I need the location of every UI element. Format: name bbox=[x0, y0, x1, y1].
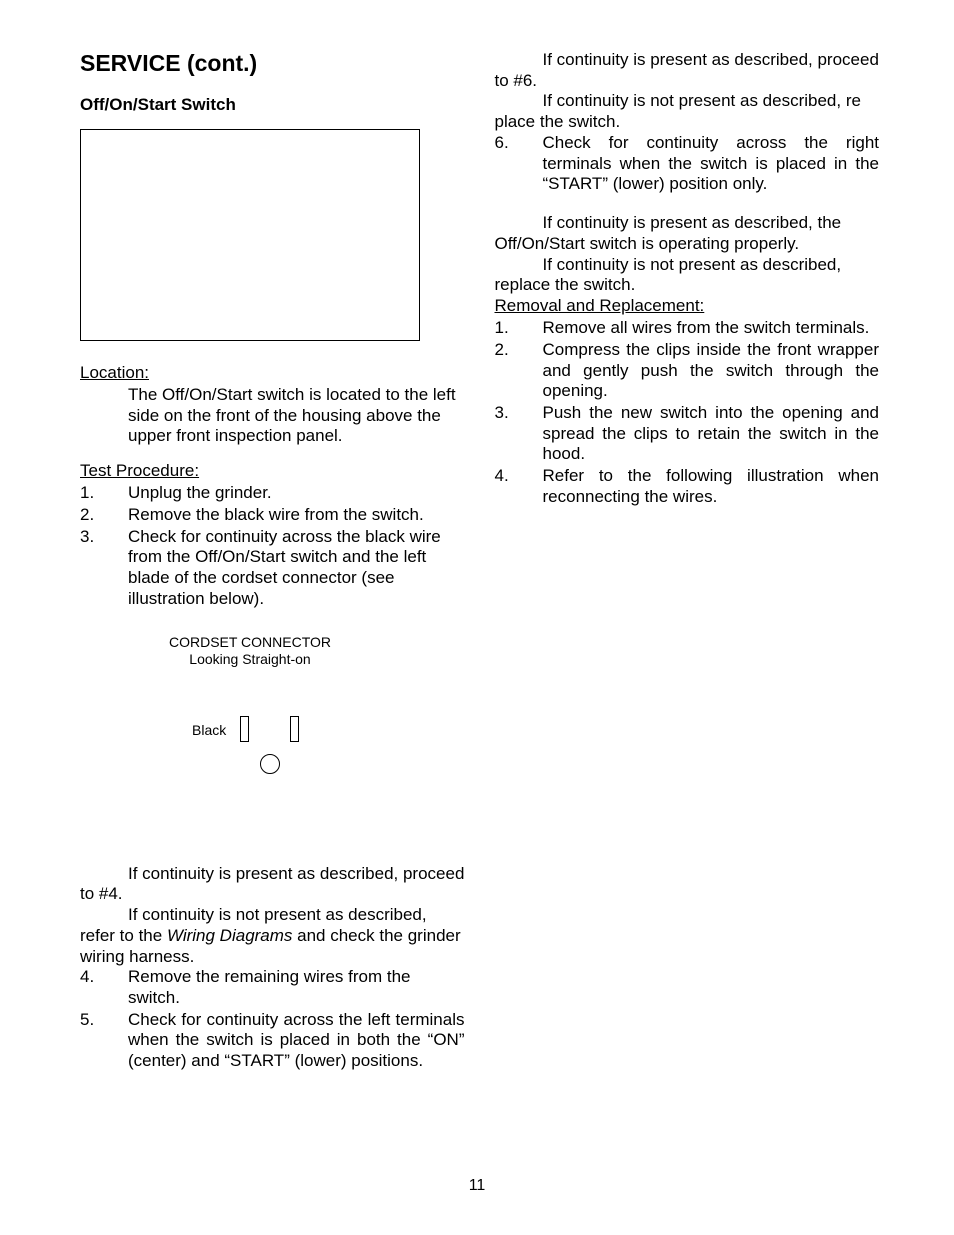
list-item: 5. Check for continuity across the left … bbox=[80, 1010, 465, 1072]
list-number: 5. bbox=[80, 1010, 128, 1072]
test-procedure-list-2: 4. Remove the remaining wires from the s… bbox=[80, 967, 465, 1072]
list-number: 3. bbox=[80, 527, 128, 610]
removal-heading: Removal and Replacement: bbox=[495, 296, 880, 316]
ground-pin-icon bbox=[260, 754, 280, 774]
connector-caption-line2: Looking Straight-on bbox=[189, 651, 310, 667]
list-text: Unplug the grinder. bbox=[128, 483, 465, 504]
list-text: Remove all wires from the switch termina… bbox=[543, 318, 880, 339]
continuity-not-present-6: If continuity is not present as describe… bbox=[495, 91, 880, 132]
continuity-not-present-4: If continuity is not present as describe… bbox=[80, 905, 465, 967]
list-number: 3. bbox=[495, 403, 543, 465]
list-text: Remove the remaining wires from the swit… bbox=[128, 967, 465, 1008]
subsection-title: Off/On/Start Switch bbox=[80, 95, 465, 115]
connector-caption: CORDSET CONNECTOR Looking Straight-on bbox=[110, 634, 390, 669]
list-item: 2. Remove the black wire from the switch… bbox=[80, 505, 465, 526]
continuity-present-4: If continuity is present as described, p… bbox=[80, 864, 465, 905]
list-item: 4. Refer to the following illustration w… bbox=[495, 466, 880, 507]
list-item: 3. Push the new switch into the opening … bbox=[495, 403, 880, 465]
page-number: 11 bbox=[0, 1177, 954, 1195]
list-text: Check for continuity across the right te… bbox=[543, 133, 880, 195]
list-item: 2. Compress the clips inside the front w… bbox=[495, 340, 880, 402]
list-text: Compress the clips inside the front wrap… bbox=[543, 340, 880, 402]
result-ok: If continuity is present as described, t… bbox=[495, 213, 880, 254]
result-replace: If continuity is not present as describe… bbox=[495, 255, 880, 296]
location-block: The Off/On/Start switch is located to th… bbox=[80, 385, 465, 447]
list-item: 1. Remove all wires from the switch term… bbox=[495, 318, 880, 339]
list-item: 6. Check for continuity across the right… bbox=[495, 133, 880, 195]
list-text: Refer to the following illustration when… bbox=[543, 466, 880, 507]
list-number: 2. bbox=[80, 505, 128, 526]
list-text: Remove the black wire from the switch. bbox=[128, 505, 465, 526]
test-list-step6: 6. Check for continuity across the right… bbox=[495, 133, 880, 195]
black-wire-label: Black bbox=[192, 722, 226, 738]
list-number: 4. bbox=[80, 967, 128, 1008]
list-number: 6. bbox=[495, 133, 543, 195]
location-heading: Location: bbox=[80, 363, 465, 383]
left-column: SERVICE (cont.) Off/On/Start Switch Loca… bbox=[80, 50, 465, 1090]
content-columns: SERVICE (cont.) Off/On/Start Switch Loca… bbox=[80, 50, 879, 1090]
list-number: 4. bbox=[495, 466, 543, 507]
list-text: Check for continuity across the left ter… bbox=[128, 1010, 465, 1072]
section-title: SERVICE (cont.) bbox=[80, 50, 465, 77]
continuity-present-6: If continuity is present as described, p… bbox=[495, 50, 880, 91]
left-blade-icon bbox=[240, 716, 249, 742]
switch-photo-placeholder bbox=[80, 129, 420, 341]
location-text: The Off/On/Start switch is located to th… bbox=[128, 385, 465, 447]
list-item: 1. Unplug the grinder. bbox=[80, 483, 465, 504]
right-blade-icon bbox=[290, 716, 299, 742]
list-text: Check for continuity across the black wi… bbox=[128, 527, 465, 610]
test-procedure-heading: Test Procedure: bbox=[80, 461, 465, 481]
right-column: If continuity is present as described, p… bbox=[495, 50, 880, 1090]
list-number: 2. bbox=[495, 340, 543, 402]
wiring-diagrams-ref: Wiring Diagrams bbox=[167, 926, 292, 945]
list-item: 3. Check for continuity across the black… bbox=[80, 527, 465, 610]
list-number: 1. bbox=[80, 483, 128, 504]
test-procedure-list: 1. Unplug the grinder. 2. Remove the bla… bbox=[80, 483, 465, 609]
list-text: Push the new switch into the opening and… bbox=[543, 403, 880, 465]
list-item: 4. Remove the remaining wires from the s… bbox=[80, 967, 465, 1008]
list-number: 1. bbox=[495, 318, 543, 339]
connector-caption-line1: CORDSET CONNECTOR bbox=[169, 634, 331, 650]
cordset-connector-figure: CORDSET CONNECTOR Looking Straight-on Bl… bbox=[110, 634, 390, 824]
removal-list: 1. Remove all wires from the switch term… bbox=[495, 318, 880, 508]
